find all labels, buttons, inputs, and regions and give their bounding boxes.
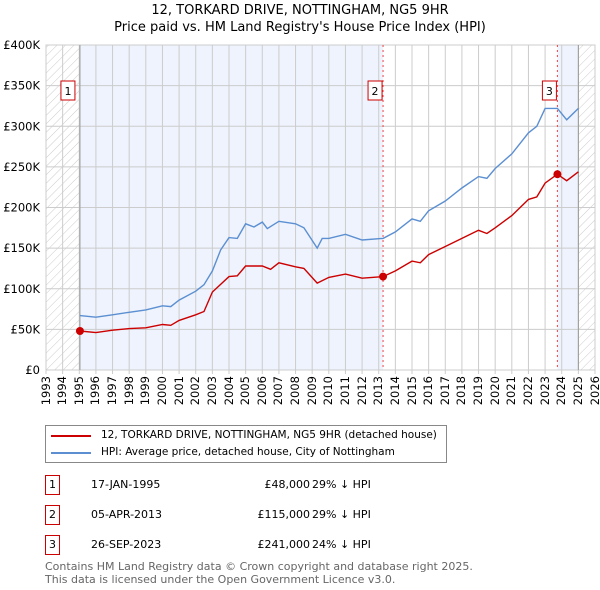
y-tick-label: £150K bbox=[3, 241, 40, 255]
footer-line: This data is licensed under the Open Gov… bbox=[45, 573, 396, 586]
transaction-price: £48,000 bbox=[264, 478, 311, 491]
x-tick-label: 2005 bbox=[238, 376, 253, 406]
sale-marker-box bbox=[60, 80, 76, 101]
x-tick-label: 2026 bbox=[587, 376, 600, 406]
x-tick-label: 2020 bbox=[487, 376, 502, 406]
transaction-date: 17-JAN-1995 bbox=[91, 478, 161, 491]
transaction-hpi: 29% ↓ HPI bbox=[312, 508, 371, 521]
footer: Contains HM Land Registry data © Crown c… bbox=[45, 560, 473, 586]
x-tick-label: 2021 bbox=[504, 376, 519, 406]
x-tick-label: 2019 bbox=[471, 376, 486, 406]
x-tick-label: 2011 bbox=[337, 376, 352, 406]
y-tick-label: £0 bbox=[25, 363, 40, 375]
x-tick-label: 1999 bbox=[138, 376, 153, 406]
x-tick-label: 2004 bbox=[221, 376, 236, 406]
x-tick-label: 2017 bbox=[437, 376, 452, 406]
y-tick-label: £300K bbox=[3, 119, 40, 133]
sale-marker-box bbox=[367, 80, 383, 101]
transaction-date: 26-SEP-2023 bbox=[91, 538, 162, 551]
x-tick-label: 2018 bbox=[454, 376, 469, 406]
transaction-hpi: 29% ↓ HPI bbox=[312, 478, 371, 491]
legend-label: 12, TORKARD DRIVE, NOTTINGHAM, NG5 9HR (… bbox=[101, 429, 437, 441]
y-tick-label: £400K bbox=[3, 38, 40, 52]
price-chart: £0 £50K £100K £150K £200K £250K £300K £350K £400… bbox=[3, 38, 596, 375]
sale-marker-label: 3 bbox=[546, 85, 553, 98]
x-tick-label: 2012 bbox=[354, 376, 369, 406]
sale-marker-label: 1 bbox=[64, 85, 71, 98]
x-tick-label: 2009 bbox=[304, 376, 319, 406]
series-line bbox=[79, 107, 579, 318]
y-tick-label: £50K bbox=[11, 322, 41, 336]
series-line bbox=[79, 171, 579, 334]
sale-marker-box bbox=[541, 80, 557, 101]
sale-point bbox=[379, 272, 388, 281]
x-tick-label: 2008 bbox=[288, 376, 303, 406]
plot-border bbox=[45, 44, 596, 371]
x-tick-label: 2025 bbox=[570, 376, 585, 406]
legend-item-property: 12, TORKARD DRIVE, NOTTINGHAM, NG5 9HR (… bbox=[51, 429, 437, 442]
legend-label: HPI: Average price, detached house, City… bbox=[101, 446, 395, 458]
legend-swatch-blue bbox=[51, 451, 91, 454]
transaction-date: 05-APR-2013 bbox=[91, 508, 163, 521]
x-tick-label: 1998 bbox=[121, 376, 136, 406]
transaction-marker: 2 bbox=[45, 505, 60, 525]
y-tick-label: £250K bbox=[3, 160, 40, 174]
transaction-price: £241,000 bbox=[257, 538, 311, 551]
footer-line: Contains HM Land Registry data © Crown c… bbox=[45, 560, 473, 573]
legend-swatch-red bbox=[51, 434, 91, 437]
x-tick-label: 2002 bbox=[188, 376, 203, 406]
x-tick-label: 2023 bbox=[537, 376, 552, 406]
x-tick-label: 2022 bbox=[520, 376, 535, 406]
x-tick-label: 2014 bbox=[387, 376, 402, 406]
x-tick-label: 1997 bbox=[105, 376, 120, 406]
x-tick-label: 2016 bbox=[421, 376, 436, 406]
x-tick-label: 2010 bbox=[321, 376, 336, 406]
x-tick-label: 1995 bbox=[71, 376, 86, 406]
x-tick-label: 2015 bbox=[404, 376, 419, 406]
legend: 12, TORKARD DRIVE, NOTTINGHAM, NG5 9HR (… bbox=[45, 425, 447, 463]
sale-marker-label: 2 bbox=[372, 85, 379, 98]
transaction-price: £115,000 bbox=[257, 508, 311, 521]
chart-title: 12, TORKARD DRIVE, NOTTINGHAM, NG5 9HR bbox=[151, 3, 449, 18]
x-tick-label: 2024 bbox=[554, 376, 569, 406]
y-tick-label: £200K bbox=[3, 201, 40, 215]
sale-point bbox=[75, 327, 84, 335]
x-tick-label: 1994 bbox=[55, 376, 70, 406]
x-tick-label: 2006 bbox=[254, 376, 269, 406]
legend-item-hpi: HPI: Average price, detached house, City… bbox=[51, 446, 395, 459]
x-tick-label: 2013 bbox=[371, 376, 386, 406]
x-tick-label: 2007 bbox=[271, 376, 286, 406]
y-tick-label: £100K bbox=[3, 282, 40, 296]
transaction-marker: 3 bbox=[45, 535, 60, 555]
transaction-marker: 1 bbox=[45, 475, 60, 495]
x-tick-label: 2000 bbox=[154, 376, 169, 406]
y-tick-label: £350K bbox=[3, 79, 40, 93]
x-tick-label: 1993 bbox=[38, 376, 53, 406]
sale-point bbox=[553, 170, 562, 179]
x-tick-label: 1996 bbox=[88, 376, 103, 406]
x-tick-label: 2001 bbox=[171, 376, 186, 406]
chart-subtitle: Price paid vs. HM Land Registry's House … bbox=[114, 20, 486, 35]
transaction-hpi: 24% ↓ HPI bbox=[312, 538, 371, 551]
x-tick-label: 2003 bbox=[204, 376, 219, 406]
